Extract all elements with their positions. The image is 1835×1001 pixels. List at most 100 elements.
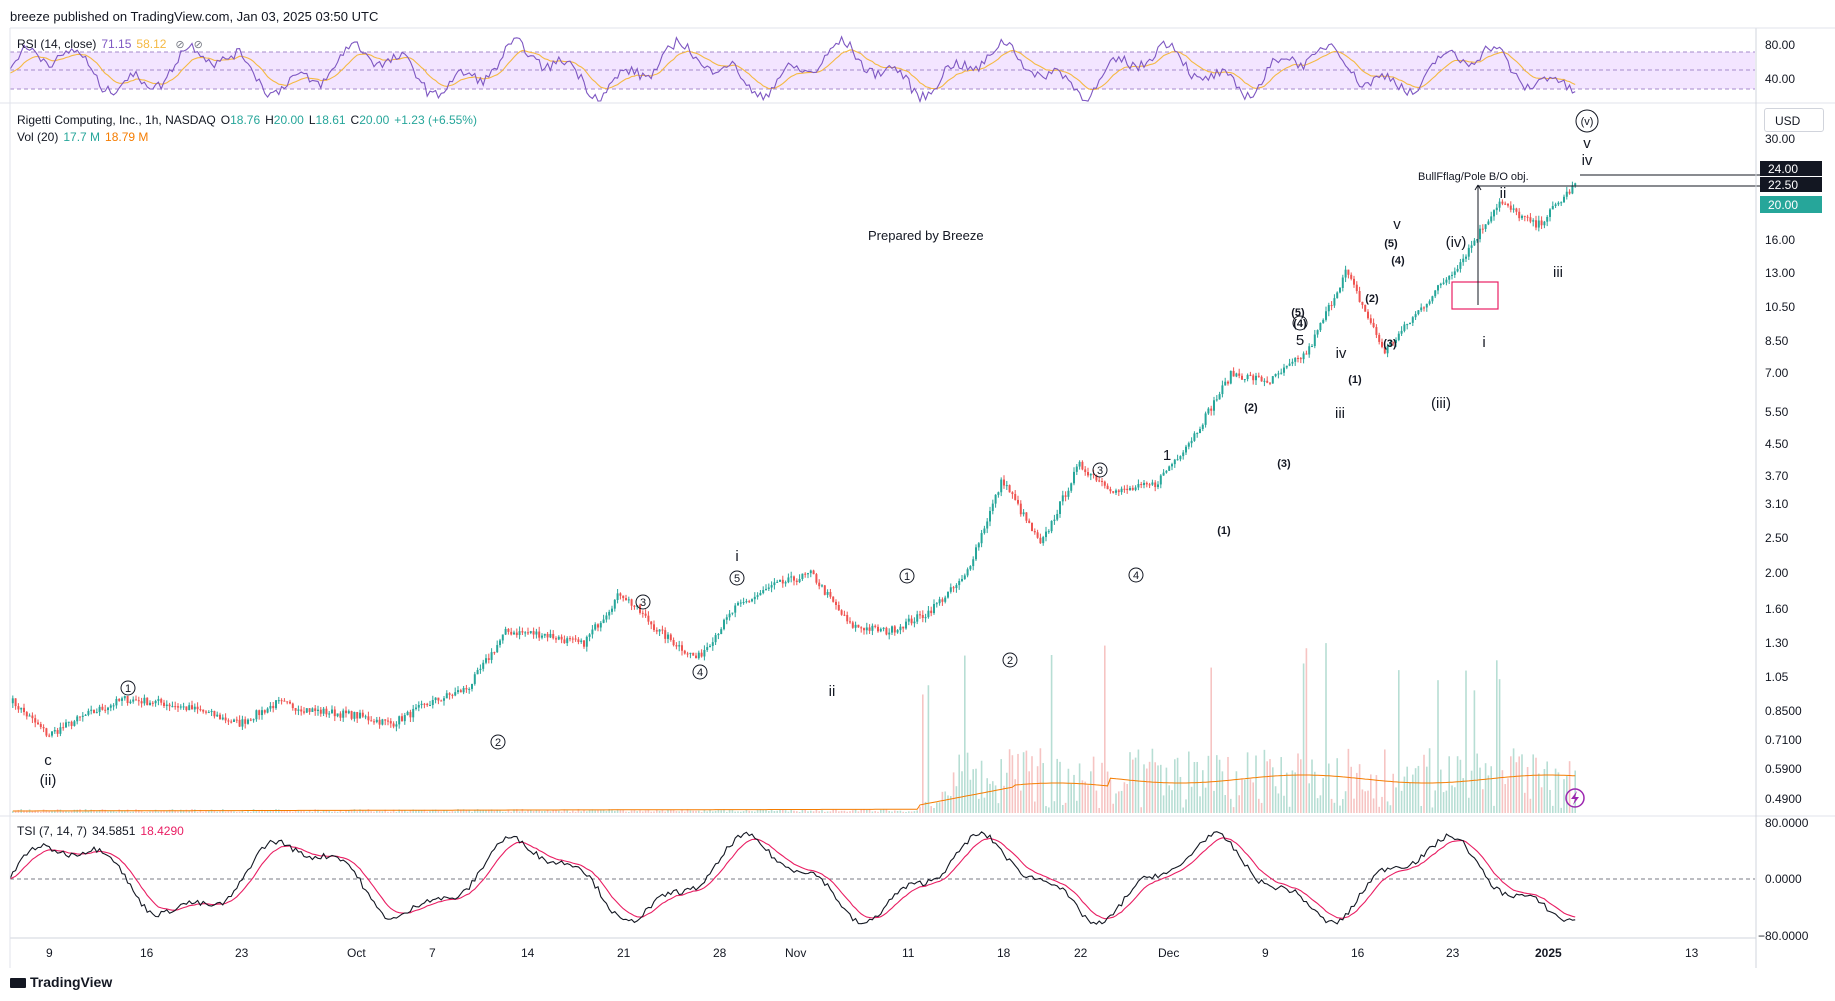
candle-body xyxy=(1439,283,1442,286)
candle-body xyxy=(1263,380,1266,382)
volume-bar xyxy=(891,811,893,813)
candle-body xyxy=(941,599,944,602)
candle-body xyxy=(1291,361,1294,364)
wave-label: (5) xyxy=(1384,238,1398,250)
volume-bar xyxy=(1207,755,1210,813)
volume-bar xyxy=(1244,779,1246,813)
volume-bar xyxy=(227,811,230,813)
volume-bar xyxy=(524,811,526,813)
candle-body xyxy=(249,719,252,721)
publish-note: breeze published on TradingView.com, Jan… xyxy=(10,9,379,24)
volume-bar xyxy=(924,801,927,813)
volume-bar xyxy=(1512,748,1515,813)
volume-bar xyxy=(48,811,50,813)
candle-body xyxy=(1355,284,1358,292)
candle-body xyxy=(490,652,493,660)
candle-body xyxy=(706,647,709,650)
flash-icon[interactable] xyxy=(1565,788,1585,808)
candle-body xyxy=(1098,480,1101,482)
time-axis[interactable]: 9 16 23 Oct 7 14 21 28 Nov 11 18 22 Dec … xyxy=(46,946,1699,960)
candle-body xyxy=(247,719,249,724)
volume-bar xyxy=(636,811,638,813)
candle-body xyxy=(669,634,672,640)
candle-body xyxy=(1563,196,1565,203)
candle-body xyxy=(767,587,770,589)
volume-legend[interactable]: Vol (20) 17.7 M 18.79 M xyxy=(17,130,153,144)
volume-bar xyxy=(888,810,890,813)
price-tick: 2.00 xyxy=(1765,566,1789,580)
volume-bar xyxy=(815,809,818,813)
candle-body xyxy=(1201,424,1204,430)
candle-body xyxy=(157,699,160,701)
candle-body xyxy=(868,627,871,631)
volume-bar xyxy=(625,811,627,813)
rsi-legend[interactable]: RSI (14, close) 71.15 58.12 ⊘ ⊘ xyxy=(17,37,208,51)
volume-bar xyxy=(558,810,560,813)
candle-body xyxy=(1075,466,1078,472)
candle-body xyxy=(697,652,700,659)
candle-body xyxy=(263,710,266,713)
candle-body xyxy=(622,595,625,599)
link-icon[interactable]: ⊘ xyxy=(193,39,203,51)
volume-bar xyxy=(838,811,840,813)
candle-body xyxy=(415,707,417,709)
candle-body xyxy=(664,630,667,639)
volume-bar xyxy=(157,811,160,813)
volume-bar xyxy=(616,809,619,813)
volume-bar xyxy=(857,811,860,813)
candle-body xyxy=(594,624,597,630)
tradingview-logo[interactable]: TradingView xyxy=(10,974,112,990)
volume-bar xyxy=(1521,754,1523,813)
price-tick: 0.7100 xyxy=(1765,733,1802,747)
volume-bar xyxy=(661,809,664,813)
volume-bar xyxy=(378,810,381,813)
wave-label: 2 xyxy=(1007,655,1013,667)
volume-bar xyxy=(910,811,913,813)
candle-body xyxy=(230,721,233,723)
volume-bar xyxy=(54,810,56,813)
volume-bar xyxy=(552,810,554,813)
candle-body xyxy=(275,700,277,709)
time-label: 21 xyxy=(617,946,631,960)
volume-bar xyxy=(359,809,361,813)
candle-body xyxy=(1428,301,1431,304)
volume-bar xyxy=(964,655,966,813)
volume-bar xyxy=(286,810,288,813)
candle-body xyxy=(1271,376,1274,384)
candle-body xyxy=(938,599,941,604)
volume-bar xyxy=(1064,802,1067,813)
volume-bar xyxy=(129,811,132,813)
candle-body xyxy=(1325,311,1327,320)
bullflag-note[interactable]: BullFflag/Pole B/O obj. xyxy=(1418,171,1529,183)
candle-body xyxy=(882,627,885,629)
candle-body xyxy=(1204,413,1207,425)
candle-body xyxy=(1571,185,1574,194)
candle-body xyxy=(1462,258,1465,263)
volume-bar xyxy=(1249,779,1252,813)
currency-selector[interactable]: USD xyxy=(1764,108,1824,132)
candle-body xyxy=(840,610,843,615)
volume-bar xyxy=(255,810,258,813)
price-tick: 3.10 xyxy=(1765,497,1789,511)
candle-body xyxy=(11,698,14,704)
price-axis[interactable]: 30.00 16.00 13.00 10.50 8.50 7.00 5.50 4… xyxy=(1760,132,1822,806)
eye-off-icon[interactable]: ⊘ xyxy=(175,39,185,51)
price-legend[interactable]: Rigetti Computing, Inc., 1h, NASDAQ O18.7… xyxy=(17,113,482,127)
volume-bar xyxy=(180,809,182,813)
candle-body xyxy=(902,626,905,629)
candle-body xyxy=(471,683,473,689)
volume-bar xyxy=(241,809,244,813)
volume-bar xyxy=(476,809,479,813)
tsi-legend[interactable]: TSI (7, 14, 7) 34.5851 18.4290 xyxy=(17,824,189,838)
candle-body xyxy=(1395,339,1397,343)
prepared-by-note[interactable]: Prepared by Breeze xyxy=(868,228,984,243)
candle-body xyxy=(1145,482,1148,485)
volume-bar xyxy=(1526,767,1529,813)
wave-label: iv xyxy=(1336,345,1347,362)
volume-bar xyxy=(650,811,652,813)
volume-bar xyxy=(863,809,865,813)
candle-body xyxy=(258,710,261,716)
candle-body xyxy=(944,597,947,602)
volume-bar xyxy=(1255,755,1257,813)
